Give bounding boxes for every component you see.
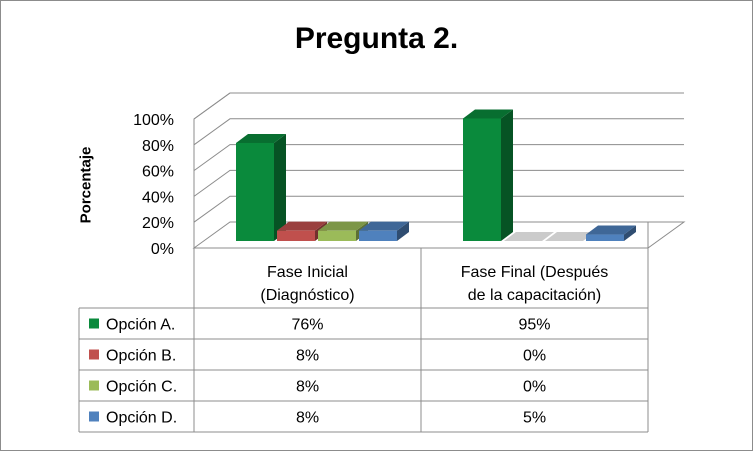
- legend-key: [89, 349, 99, 360]
- data-label: 0%: [523, 379, 546, 396]
- chart-gridlines: [193, 92, 684, 223]
- chart-title: Pregunta 2.: [294, 22, 459, 55]
- bar-side: [397, 221, 409, 241]
- category-label: Fase Inicial: [267, 264, 348, 281]
- series-name: Opción D.: [106, 410, 177, 427]
- series-name: Opción A.: [106, 317, 175, 334]
- category-label: (Diagnóstico): [260, 287, 354, 304]
- bar-front: [359, 230, 397, 241]
- y-tick-label: 60%: [142, 164, 174, 181]
- data-label: 76%: [291, 317, 323, 334]
- category-label: de la capacitación): [468, 287, 601, 304]
- gridline: [193, 195, 684, 223]
- y-tick-label: 0%: [151, 241, 174, 258]
- gridline: [193, 92, 684, 120]
- bar-front: [463, 118, 501, 241]
- y-axis-ticks: 0% 20% 40% 60% 80% 100%: [133, 112, 174, 258]
- bar-top: [586, 225, 636, 235]
- floor: [192, 221, 686, 249]
- bar-opcinc-2: [545, 232, 595, 241]
- y-tick-label: 40%: [142, 189, 174, 206]
- data-table: Fase Inicial (Diagnóstico) Fase Final (Des…: [78, 222, 649, 433]
- bar-top: [236, 133, 286, 143]
- bar-top: [359, 221, 409, 231]
- data-label: 5%: [523, 410, 546, 427]
- bar-front: [277, 230, 315, 241]
- legend-key: [89, 380, 99, 391]
- bar-top: [463, 109, 513, 119]
- bar-top: [545, 232, 595, 241]
- bar-top: [504, 232, 554, 241]
- chart-bars: [236, 109, 636, 241]
- bar-opcind-1: [359, 221, 409, 241]
- bar-side: [624, 225, 636, 241]
- gridline: [193, 144, 684, 172]
- bar-top: [277, 221, 327, 231]
- y-tick-label: 80%: [142, 138, 174, 155]
- gridline: [193, 118, 684, 146]
- bar-front: [586, 234, 624, 241]
- data-label: 8%: [296, 410, 319, 427]
- category-label: Fase Final (Después: [461, 264, 609, 281]
- data-label: 8%: [296, 348, 319, 365]
- bar-front: [318, 230, 356, 241]
- data-label: 0%: [523, 348, 546, 365]
- bar-top: [318, 221, 368, 231]
- bar-opcina-2: [463, 109, 513, 241]
- y-tick-label: 20%: [142, 215, 174, 232]
- gridline: [193, 169, 684, 197]
- series-name: Opción C.: [106, 379, 177, 396]
- bar-side: [274, 133, 286, 241]
- bar-opcind-2: [586, 225, 636, 241]
- bar-opcina-1: [236, 133, 286, 241]
- series-name: Opción B.: [106, 348, 176, 365]
- legend-key: [89, 411, 99, 422]
- bar-front: [236, 142, 274, 241]
- data-label: 95%: [518, 317, 550, 334]
- y-tick-label: 100%: [133, 112, 174, 129]
- bar-side: [501, 109, 513, 241]
- data-label: 8%: [296, 379, 319, 396]
- legend-key: [89, 318, 99, 329]
- bar-opcinb-2: [504, 232, 554, 241]
